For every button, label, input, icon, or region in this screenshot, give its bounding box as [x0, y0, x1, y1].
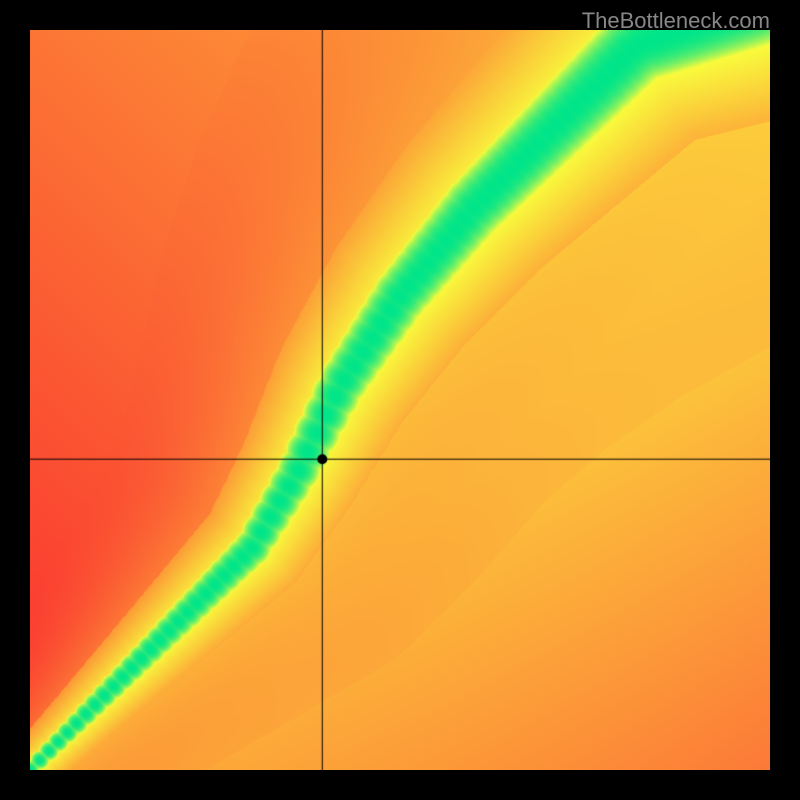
bottleneck-heatmap [30, 30, 770, 770]
heatmap-canvas [30, 30, 770, 770]
watermark-text: TheBottleneck.com [582, 8, 770, 34]
